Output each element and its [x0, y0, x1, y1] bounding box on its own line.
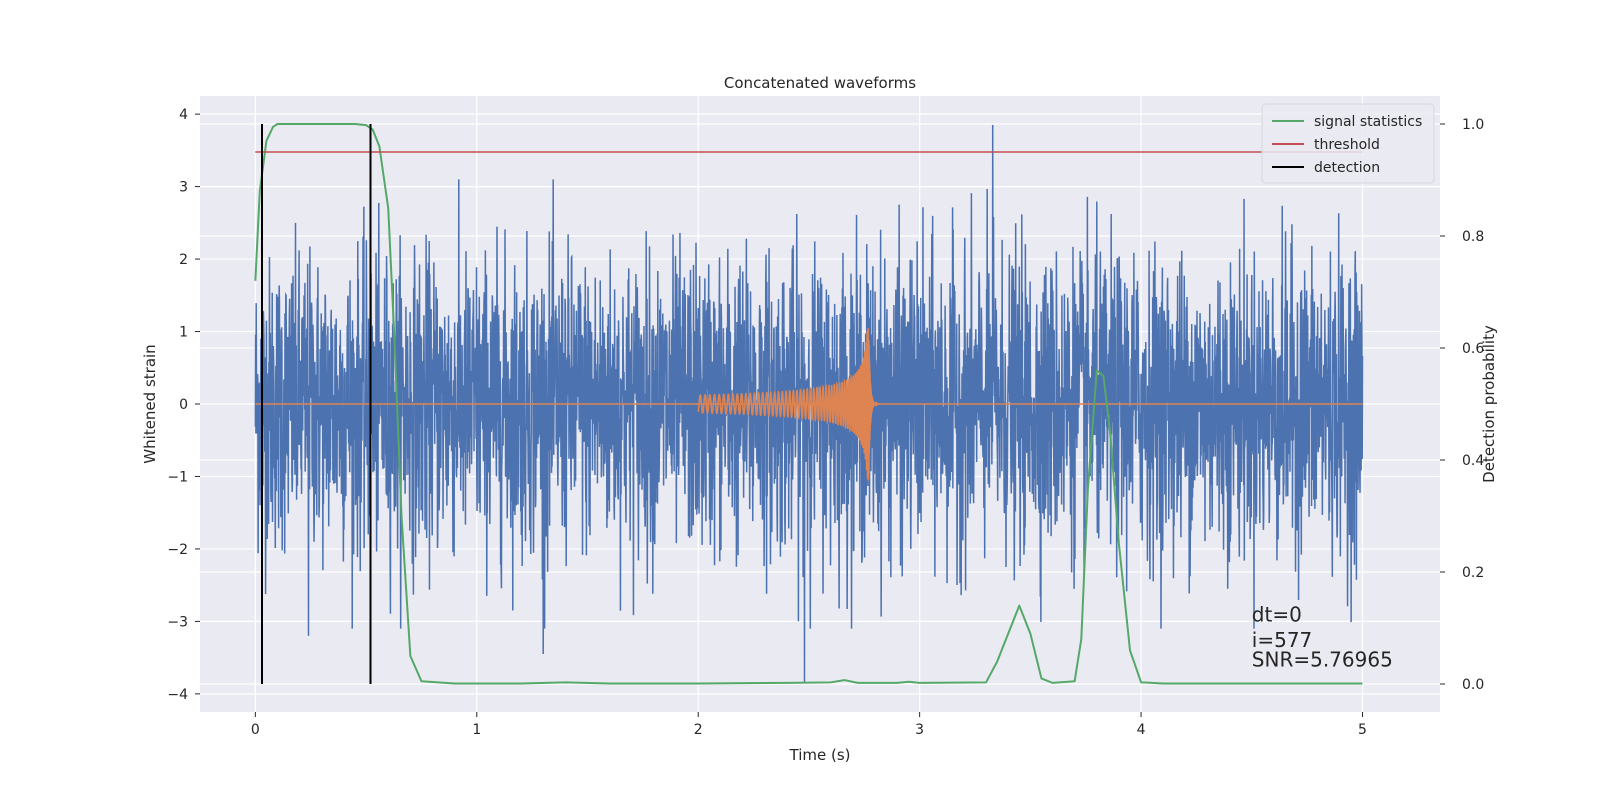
x-tick-label: 2 [694, 722, 703, 738]
noise-series-line [254, 124, 1364, 684]
y2-tick-label: 0.6 [1462, 341, 1484, 357]
y2-tick-label: 0.0 [1462, 677, 1484, 693]
chart-title: Concatenated waveforms [724, 74, 916, 92]
y-axis-label: Whitened strain [141, 344, 159, 463]
x-tick-label: 3 [915, 722, 924, 738]
legend: signal statistics threshold detection [1261, 103, 1435, 184]
annotation-text: dt=0 [1252, 602, 1302, 626]
y2-tick-label: 0.4 [1462, 453, 1484, 469]
legend-label: signal statistics [1314, 114, 1422, 130]
y-tick-label: 2 [179, 252, 188, 268]
legend-label: threshold [1314, 137, 1380, 153]
x-tick-label: 1 [472, 722, 481, 738]
y-tick-label: −4 [167, 687, 188, 703]
y2-tick-label: 0.8 [1462, 229, 1484, 245]
signal-statistics-line [254, 123, 1363, 685]
annotation-text: i=577 [1252, 628, 1313, 652]
legend-label: detection [1314, 160, 1380, 176]
y-tick-label: 3 [179, 180, 188, 196]
annotation-text: SNR=5.76965 [1252, 647, 1393, 671]
y2-axis-label: Detection probability [1480, 325, 1498, 483]
series-layer [254, 123, 1364, 685]
y2-tick-label: 0.2 [1462, 565, 1484, 581]
ticks: 0 1 2 3 4 5 −4 −3 −2 −1 0 1 2 3 4 0.0 0.2 0.4 0.6 0.8 1.0 [167, 107, 1484, 738]
x-tick-label: 0 [251, 722, 260, 738]
y2-tick-label: 1.0 [1462, 117, 1484, 133]
y-tick-label: 4 [179, 107, 188, 123]
y-tick-label: −3 [167, 614, 188, 630]
x-axis-label: Time (s) [789, 746, 851, 764]
y-tick-label: −2 [167, 542, 188, 558]
chirp-series-line [697, 328, 881, 481]
x-tick-label: 4 [1137, 722, 1146, 738]
y-tick-label: 0 [179, 397, 188, 413]
y-tick-label: 1 [179, 325, 188, 341]
x-tick-label: 5 [1358, 722, 1367, 738]
y-tick-label: −1 [167, 469, 188, 485]
legend-box [1261, 103, 1435, 184]
